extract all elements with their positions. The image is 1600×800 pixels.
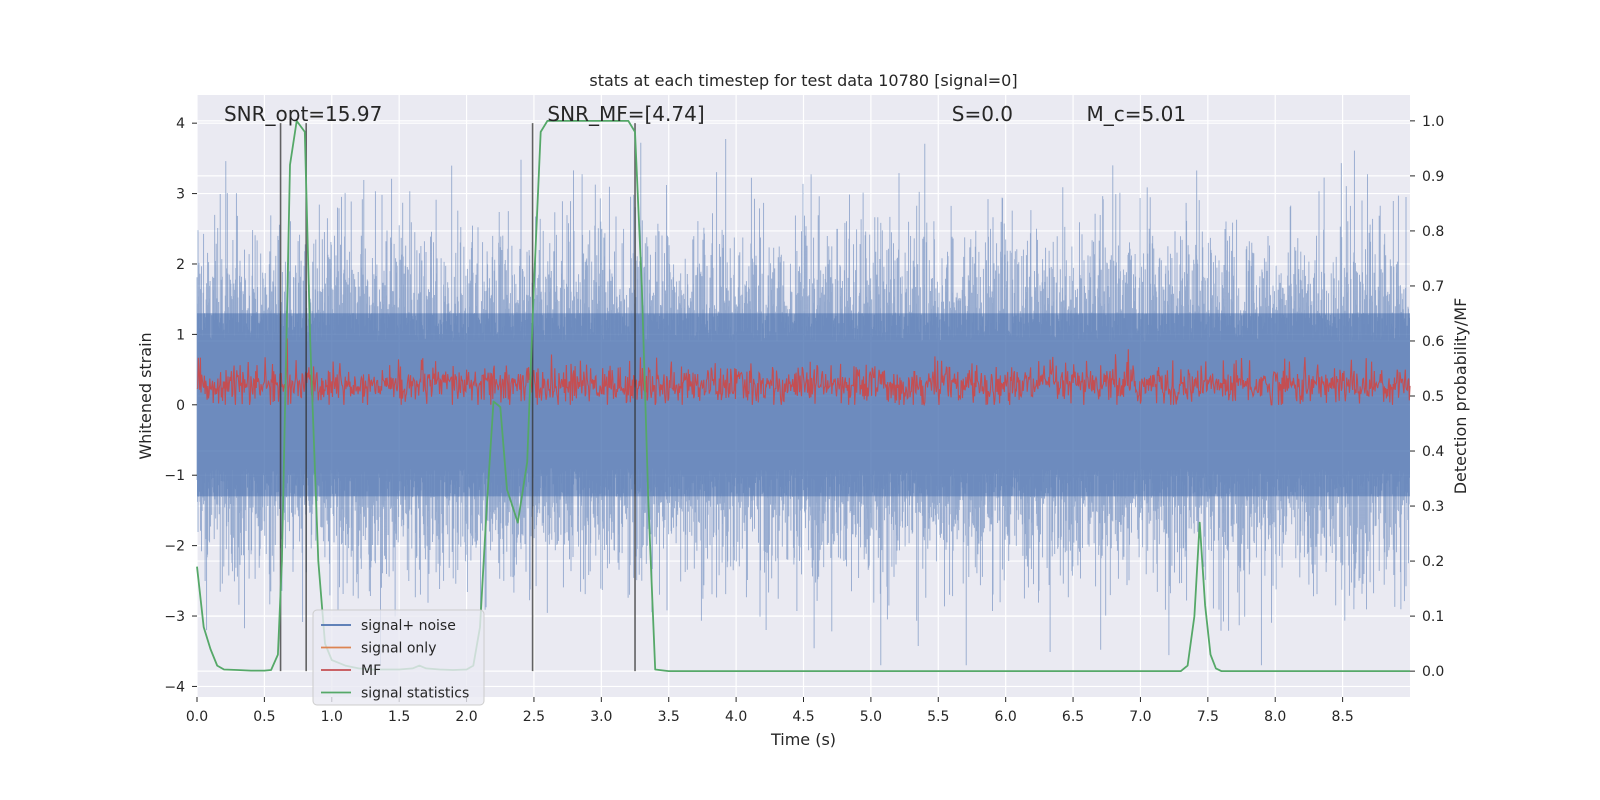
legend-label-signal-only: signal only [361, 641, 436, 657]
y2-axis-label: Detection probability/MF [1451, 298, 1470, 495]
y2-tick-label: 0.0 [1422, 664, 1444, 680]
x-tick-label: 7.5 [1197, 709, 1219, 725]
y2-tick-label: 0.8 [1422, 224, 1444, 240]
y2-tick-label: 0.9 [1422, 169, 1444, 185]
y-tick-label: 1 [176, 327, 185, 343]
y2-tick-label: 0.5 [1422, 389, 1444, 405]
x-axis-label: Time (s) [770, 730, 836, 749]
legend-label-signal-noise: signal+ noise [361, 618, 456, 634]
axes: 0.0 0.5 1.0 1.5 2.0 2.5 3.0 3.5 4.0 4.5 5.0 5.5 6.0 6… [164, 114, 1444, 725]
x-tick-label: 1.0 [321, 709, 343, 725]
x-tick-label: 6.5 [1062, 709, 1084, 725]
y-tick-label: 0 [176, 398, 185, 414]
y2-tick-label: 0.6 [1422, 334, 1444, 350]
x-tick-label: 2.5 [523, 709, 545, 725]
y-tick-label: −4 [164, 679, 185, 695]
x-tick-label: 2.0 [455, 709, 477, 725]
annotation-snr-mf: SNR_MF=[4.74] [547, 102, 704, 126]
mf-series [196, 338, 1411, 407]
y-tick-label: 4 [176, 116, 185, 132]
x-tick-label: 5.0 [860, 709, 882, 725]
x-tick-label: 5.5 [927, 709, 949, 725]
signal-statistics-series [196, 120, 1410, 672]
annotation-snr-opt: SNR_opt=15.97 [224, 102, 382, 126]
x-tick-label: 6.0 [995, 709, 1017, 725]
y-tick-label: −1 [164, 468, 185, 484]
y-tick-label: 3 [176, 187, 185, 203]
legend-box [312, 609, 485, 706]
y-tick-label: −2 [164, 539, 185, 555]
y-tick-label: 2 [176, 257, 185, 273]
y2-tick-label: 0.3 [1422, 499, 1444, 515]
x-tick-label: 8.5 [1331, 709, 1353, 725]
y2-tick-label: 0.7 [1422, 279, 1444, 295]
x-tick-label: 7.0 [1129, 709, 1151, 725]
x-tick-label: 0.5 [253, 709, 275, 725]
x-tick-label: 4.0 [725, 709, 747, 725]
y-tick-label: −3 [164, 609, 185, 625]
chart-title: stats at each timestep for test data 107… [589, 71, 1017, 90]
x-tick-label: 4.5 [792, 709, 814, 725]
y2-tick-label: 0.1 [1422, 609, 1444, 625]
x-tick-label: 3.0 [590, 709, 612, 725]
annotation-s: S=0.0 [952, 102, 1013, 126]
legend: signal+ noise signal only MF signal stat… [312, 609, 485, 706]
signal-statistics-line [196, 120, 1410, 672]
legend-label-signal-statistics: signal statistics [361, 686, 469, 702]
y2-tick-label: 0.2 [1422, 554, 1444, 570]
annotation-mc: M_c=5.01 [1087, 102, 1187, 126]
legend-label-mf: MF [361, 663, 381, 679]
signal-noise-series [196, 139, 1410, 666]
x-tick-label: 0.0 [186, 709, 208, 725]
x-tick-label: 1.5 [388, 709, 410, 725]
x-tick-label: 3.5 [658, 709, 680, 725]
y2-tick-label: 1.0 [1422, 114, 1444, 130]
y-axis-label: Whitened strain [136, 332, 155, 459]
y2-tick-label: 0.4 [1422, 444, 1444, 460]
x-tick-label: 8.0 [1264, 709, 1286, 725]
mf-trace [196, 338, 1411, 407]
